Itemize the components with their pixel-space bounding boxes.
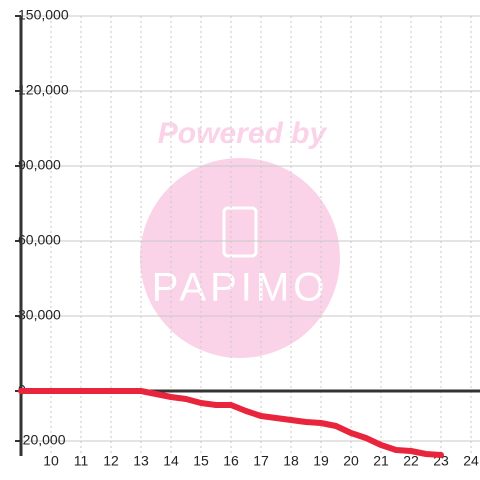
x-tick-label: 13 [133,453,149,469]
x-tick-label: 11 [74,453,89,469]
watermark-top: Powered by [158,117,328,150]
x-tick-label: 15 [193,453,209,469]
y-tick-label: 120,000 [18,82,69,98]
x-tick-label: 22 [403,453,419,469]
watermark-icon [222,206,258,258]
data-line [18,388,444,458]
y-tick-label: 30,000 [18,307,61,323]
x-tick-label: 21 [373,453,389,469]
watermark-circle [140,158,340,358]
x-tick-label: 14 [163,453,179,469]
y-tick-label: 60,000 [18,232,61,248]
y-tick-label: -20,000 [18,432,66,448]
x-tick-label: 10 [43,453,59,469]
y-tick-label: 90,000 [18,157,61,173]
x-tick-label: 18 [283,453,299,469]
x-tick-label: 24 [463,453,479,469]
x-tick-label: 19 [313,453,329,469]
x-tick-label: 12 [103,453,119,469]
x-tick-label: 20 [343,453,359,469]
x-tick-label: 16 [223,453,239,469]
watermark-brand: PAPIMO [152,266,329,310]
y-tick-label: 150,000 [18,7,69,23]
x-tick-label: 17 [253,453,269,469]
